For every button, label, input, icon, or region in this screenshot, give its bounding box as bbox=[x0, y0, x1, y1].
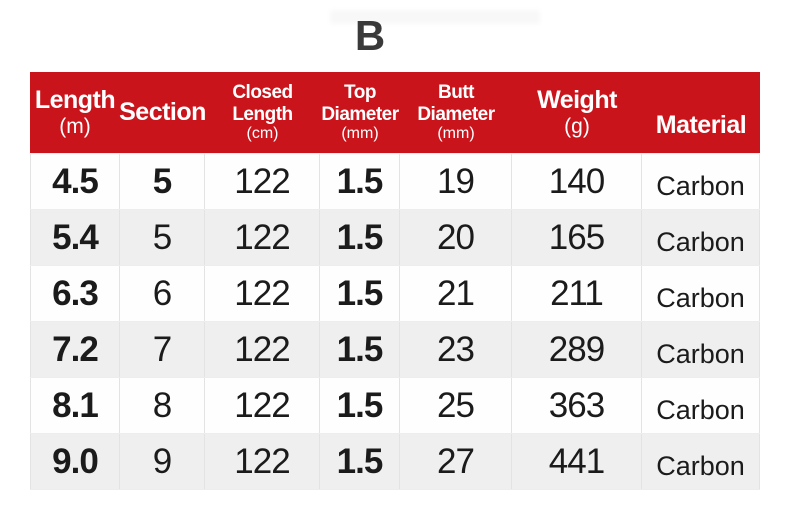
cell-section: 7 bbox=[120, 322, 205, 377]
column-unit: (mm) bbox=[437, 124, 475, 142]
column-header-closed-length: Closed Length (cm) bbox=[205, 72, 320, 153]
table-row: 4.5 5 122 1.5 19 140 Carbon bbox=[30, 153, 760, 209]
column-header-top-diameter: Top Diameter (mm) bbox=[320, 72, 400, 153]
cell-top-diameter: 1.5 bbox=[320, 434, 400, 489]
cell-butt-diameter: 23 bbox=[400, 322, 512, 377]
cell-top-diameter: 1.5 bbox=[320, 154, 400, 209]
cell-length: 4.5 bbox=[30, 154, 120, 209]
column-unit: (mm) bbox=[341, 124, 379, 142]
column-unit: (g) bbox=[564, 114, 590, 138]
cell-closed-length: 122 bbox=[205, 210, 320, 265]
column-header-section: Section bbox=[119, 72, 206, 153]
cell-length: 8.1 bbox=[30, 378, 120, 433]
cell-weight: 165 bbox=[512, 210, 642, 265]
cell-closed-length: 122 bbox=[205, 378, 320, 433]
cell-length: 5.4 bbox=[30, 210, 120, 265]
cell-butt-diameter: 19 bbox=[400, 154, 512, 209]
cell-closed-length: 122 bbox=[205, 322, 320, 377]
column-header-length: Length (m) bbox=[30, 72, 120, 153]
cell-top-diameter: 1.5 bbox=[320, 210, 400, 265]
cell-length: 6.3 bbox=[30, 266, 120, 321]
column-title: Length bbox=[34, 86, 116, 115]
cell-top-diameter: 1.5 bbox=[320, 378, 400, 433]
column-unit: (m) bbox=[59, 114, 91, 138]
cell-section: 5 bbox=[120, 154, 205, 209]
cell-weight: 289 bbox=[512, 322, 642, 377]
column-header-material: Material bbox=[642, 72, 760, 153]
cell-weight: 140 bbox=[512, 154, 642, 209]
column-title: Weight bbox=[537, 86, 617, 115]
column-title: Section bbox=[119, 97, 206, 126]
column-title: Top Diameter bbox=[321, 82, 399, 125]
cell-butt-diameter: 27 bbox=[400, 434, 512, 489]
table-row: 6.3 6 122 1.5 21 211 Carbon bbox=[30, 265, 760, 321]
cell-material: Carbon bbox=[642, 434, 760, 489]
cell-top-diameter: 1.5 bbox=[320, 322, 400, 377]
column-title: Butt Diameter bbox=[417, 82, 495, 125]
table-body: 4.5 5 122 1.5 19 140 Carbon 5.4 5 122 1.… bbox=[30, 153, 760, 490]
spec-table: Length (m) Section Closed Length (cm) To… bbox=[30, 72, 760, 490]
cell-material: Carbon bbox=[642, 210, 760, 265]
column-title: Material bbox=[655, 110, 747, 139]
column-unit: (cm) bbox=[246, 124, 279, 142]
table-row: 8.1 8 122 1.5 25 363 Carbon bbox=[30, 377, 760, 433]
cell-length: 9.0 bbox=[30, 434, 120, 489]
column-header-weight: Weight (g) bbox=[512, 72, 642, 153]
cell-weight: 211 bbox=[512, 266, 642, 321]
column-header-butt-diameter: Butt Diameter (mm) bbox=[400, 72, 512, 153]
cell-section: 8 bbox=[120, 378, 205, 433]
cell-material: Carbon bbox=[642, 378, 760, 433]
cell-top-diameter: 1.5 bbox=[320, 266, 400, 321]
column-title: Closed Length bbox=[232, 82, 293, 125]
table-row: 9.0 9 122 1.5 27 441 Carbon bbox=[30, 433, 760, 489]
cell-closed-length: 122 bbox=[205, 154, 320, 209]
cell-section: 5 bbox=[120, 210, 205, 265]
cell-butt-diameter: 20 bbox=[400, 210, 512, 265]
table-row: 7.2 7 122 1.5 23 289 Carbon bbox=[30, 321, 760, 377]
cell-closed-length: 122 bbox=[205, 434, 320, 489]
page-title: B bbox=[354, 12, 386, 59]
cell-material: Carbon bbox=[642, 322, 760, 377]
cell-weight: 441 bbox=[512, 434, 642, 489]
cell-closed-length: 122 bbox=[205, 266, 320, 321]
cell-weight: 363 bbox=[512, 378, 642, 433]
cell-material: Carbon bbox=[642, 266, 760, 321]
table-header: Length (m) Section Closed Length (cm) To… bbox=[30, 72, 760, 153]
cell-butt-diameter: 25 bbox=[400, 378, 512, 433]
table-row: 5.4 5 122 1.5 20 165 Carbon bbox=[30, 209, 760, 265]
cell-material: Carbon bbox=[642, 154, 760, 209]
cell-length: 7.2 bbox=[30, 322, 120, 377]
cell-section: 9 bbox=[120, 434, 205, 489]
cell-section: 6 bbox=[120, 266, 205, 321]
faint-watermark bbox=[330, 10, 540, 24]
cell-butt-diameter: 21 bbox=[400, 266, 512, 321]
